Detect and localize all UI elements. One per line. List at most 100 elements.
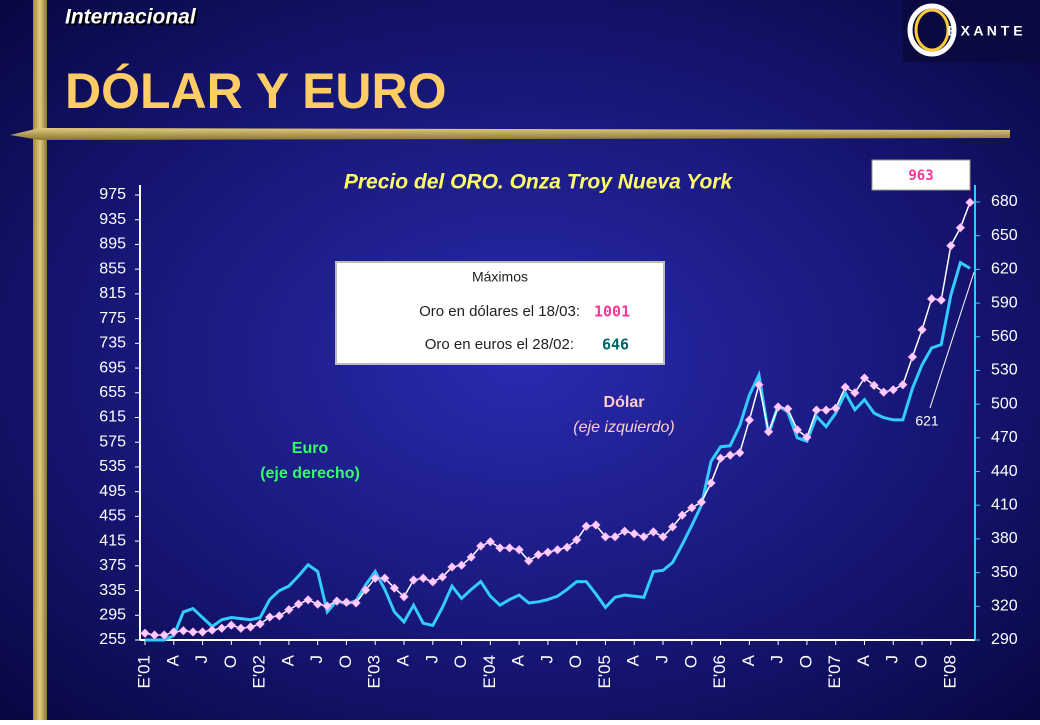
y2-tick-label: 620 bbox=[991, 261, 1018, 278]
marker bbox=[552, 544, 563, 555]
x-tick-label: J bbox=[422, 655, 441, 664]
marker bbox=[686, 502, 697, 513]
marker bbox=[638, 531, 649, 542]
y2-tick-label: 500 bbox=[991, 395, 1018, 412]
marker bbox=[658, 531, 668, 542]
x-tick-label: E'06 bbox=[710, 655, 729, 689]
x-tick-label: O bbox=[336, 655, 355, 668]
marker bbox=[965, 197, 975, 208]
marker bbox=[926, 293, 937, 304]
max-label: Oro en euros el 28/02: bbox=[425, 336, 574, 353]
y-tick-label: 295 bbox=[99, 606, 126, 623]
marker bbox=[591, 520, 601, 530]
marker bbox=[648, 526, 659, 537]
x-tick-label: A bbox=[509, 654, 528, 666]
marker bbox=[495, 543, 505, 553]
marker bbox=[303, 594, 313, 605]
marker bbox=[543, 547, 553, 558]
marker bbox=[332, 596, 342, 606]
y-tick-label: 455 bbox=[99, 508, 126, 525]
marker bbox=[581, 521, 592, 532]
x-tick-label: O bbox=[796, 655, 815, 668]
marker bbox=[159, 630, 170, 640]
x-tick-label: E'07 bbox=[825, 655, 844, 689]
y2-tick-label: 530 bbox=[991, 362, 1018, 379]
marker bbox=[888, 384, 899, 395]
marker bbox=[734, 447, 745, 458]
y-tick-label: 375 bbox=[99, 557, 126, 574]
marker bbox=[600, 531, 611, 542]
y-tick-label: 895 bbox=[99, 236, 126, 253]
marker bbox=[207, 625, 218, 635]
x-tick-label: E'03 bbox=[365, 655, 384, 689]
annotation-leader bbox=[929, 272, 975, 409]
y-tick-label: 855 bbox=[99, 260, 126, 277]
x-tick-label: A bbox=[739, 654, 758, 666]
x-tick-label: J bbox=[192, 655, 211, 664]
marker bbox=[341, 597, 352, 608]
marker bbox=[830, 403, 841, 414]
y-tick-label: 655 bbox=[99, 384, 126, 401]
x-tick-label: O bbox=[681, 655, 700, 668]
marker bbox=[945, 240, 956, 251]
marker bbox=[255, 619, 265, 629]
y-tick-label: 775 bbox=[99, 310, 126, 327]
legend-note: (eje derecho) bbox=[260, 465, 360, 482]
x-tick-label: J bbox=[768, 655, 787, 664]
y2-tick-label: 590 bbox=[991, 294, 1018, 311]
marker bbox=[533, 549, 544, 560]
marker bbox=[197, 627, 208, 637]
marker bbox=[466, 552, 477, 563]
marker bbox=[706, 478, 716, 488]
marker bbox=[149, 630, 160, 640]
marker bbox=[878, 387, 889, 398]
y2-tick-label: 470 bbox=[991, 429, 1018, 446]
marker bbox=[715, 453, 726, 464]
marker bbox=[178, 625, 189, 636]
marker bbox=[322, 601, 333, 611]
x-tick-label: A bbox=[278, 654, 297, 666]
series-line bbox=[145, 260, 971, 642]
x-tick-label: J bbox=[537, 655, 556, 664]
max-value: 1001 bbox=[594, 303, 630, 321]
marker bbox=[571, 535, 582, 545]
y2-tick-label: 410 bbox=[991, 496, 1018, 513]
section-shadow: Internacional bbox=[67, 8, 199, 31]
marker bbox=[447, 562, 457, 572]
x-tick-label: J bbox=[307, 655, 326, 664]
marker bbox=[562, 542, 572, 553]
deco-bar bbox=[33, 0, 47, 720]
last-euro-label: 621 bbox=[915, 413, 939, 429]
y2-tick-label: 680 bbox=[991, 193, 1018, 210]
max-label: Oro en dólares el 18/03: bbox=[419, 303, 580, 320]
marker bbox=[274, 611, 285, 621]
x-tick-label: E'01 bbox=[134, 655, 153, 689]
y-tick-label: 535 bbox=[99, 458, 126, 475]
x-tick-label: O bbox=[912, 655, 931, 668]
marker bbox=[379, 573, 390, 584]
marker bbox=[523, 556, 534, 566]
y-tick-label: 935 bbox=[99, 211, 126, 228]
logo-text: E X A N T E bbox=[947, 23, 1022, 39]
marker bbox=[821, 405, 831, 415]
marker bbox=[782, 403, 793, 414]
marker bbox=[744, 415, 755, 425]
marker bbox=[869, 380, 879, 391]
last-value-box bbox=[871, 159, 971, 191]
marker bbox=[485, 536, 496, 547]
marker bbox=[907, 352, 918, 362]
marker bbox=[696, 497, 707, 508]
marker bbox=[226, 620, 237, 631]
y-tick-label: 815 bbox=[99, 285, 126, 302]
x-tick-label: E'04 bbox=[480, 655, 499, 689]
marker bbox=[389, 583, 400, 593]
y-tick-label: 695 bbox=[99, 359, 126, 376]
x-tick-label: J bbox=[653, 655, 672, 664]
marker bbox=[859, 373, 870, 383]
marker bbox=[792, 425, 803, 435]
logo-ring bbox=[914, 8, 950, 52]
y-tick-label: 575 bbox=[99, 433, 126, 450]
logo-ring bbox=[907, 3, 957, 57]
y-tick-label: 495 bbox=[99, 483, 126, 500]
marker bbox=[677, 510, 688, 521]
